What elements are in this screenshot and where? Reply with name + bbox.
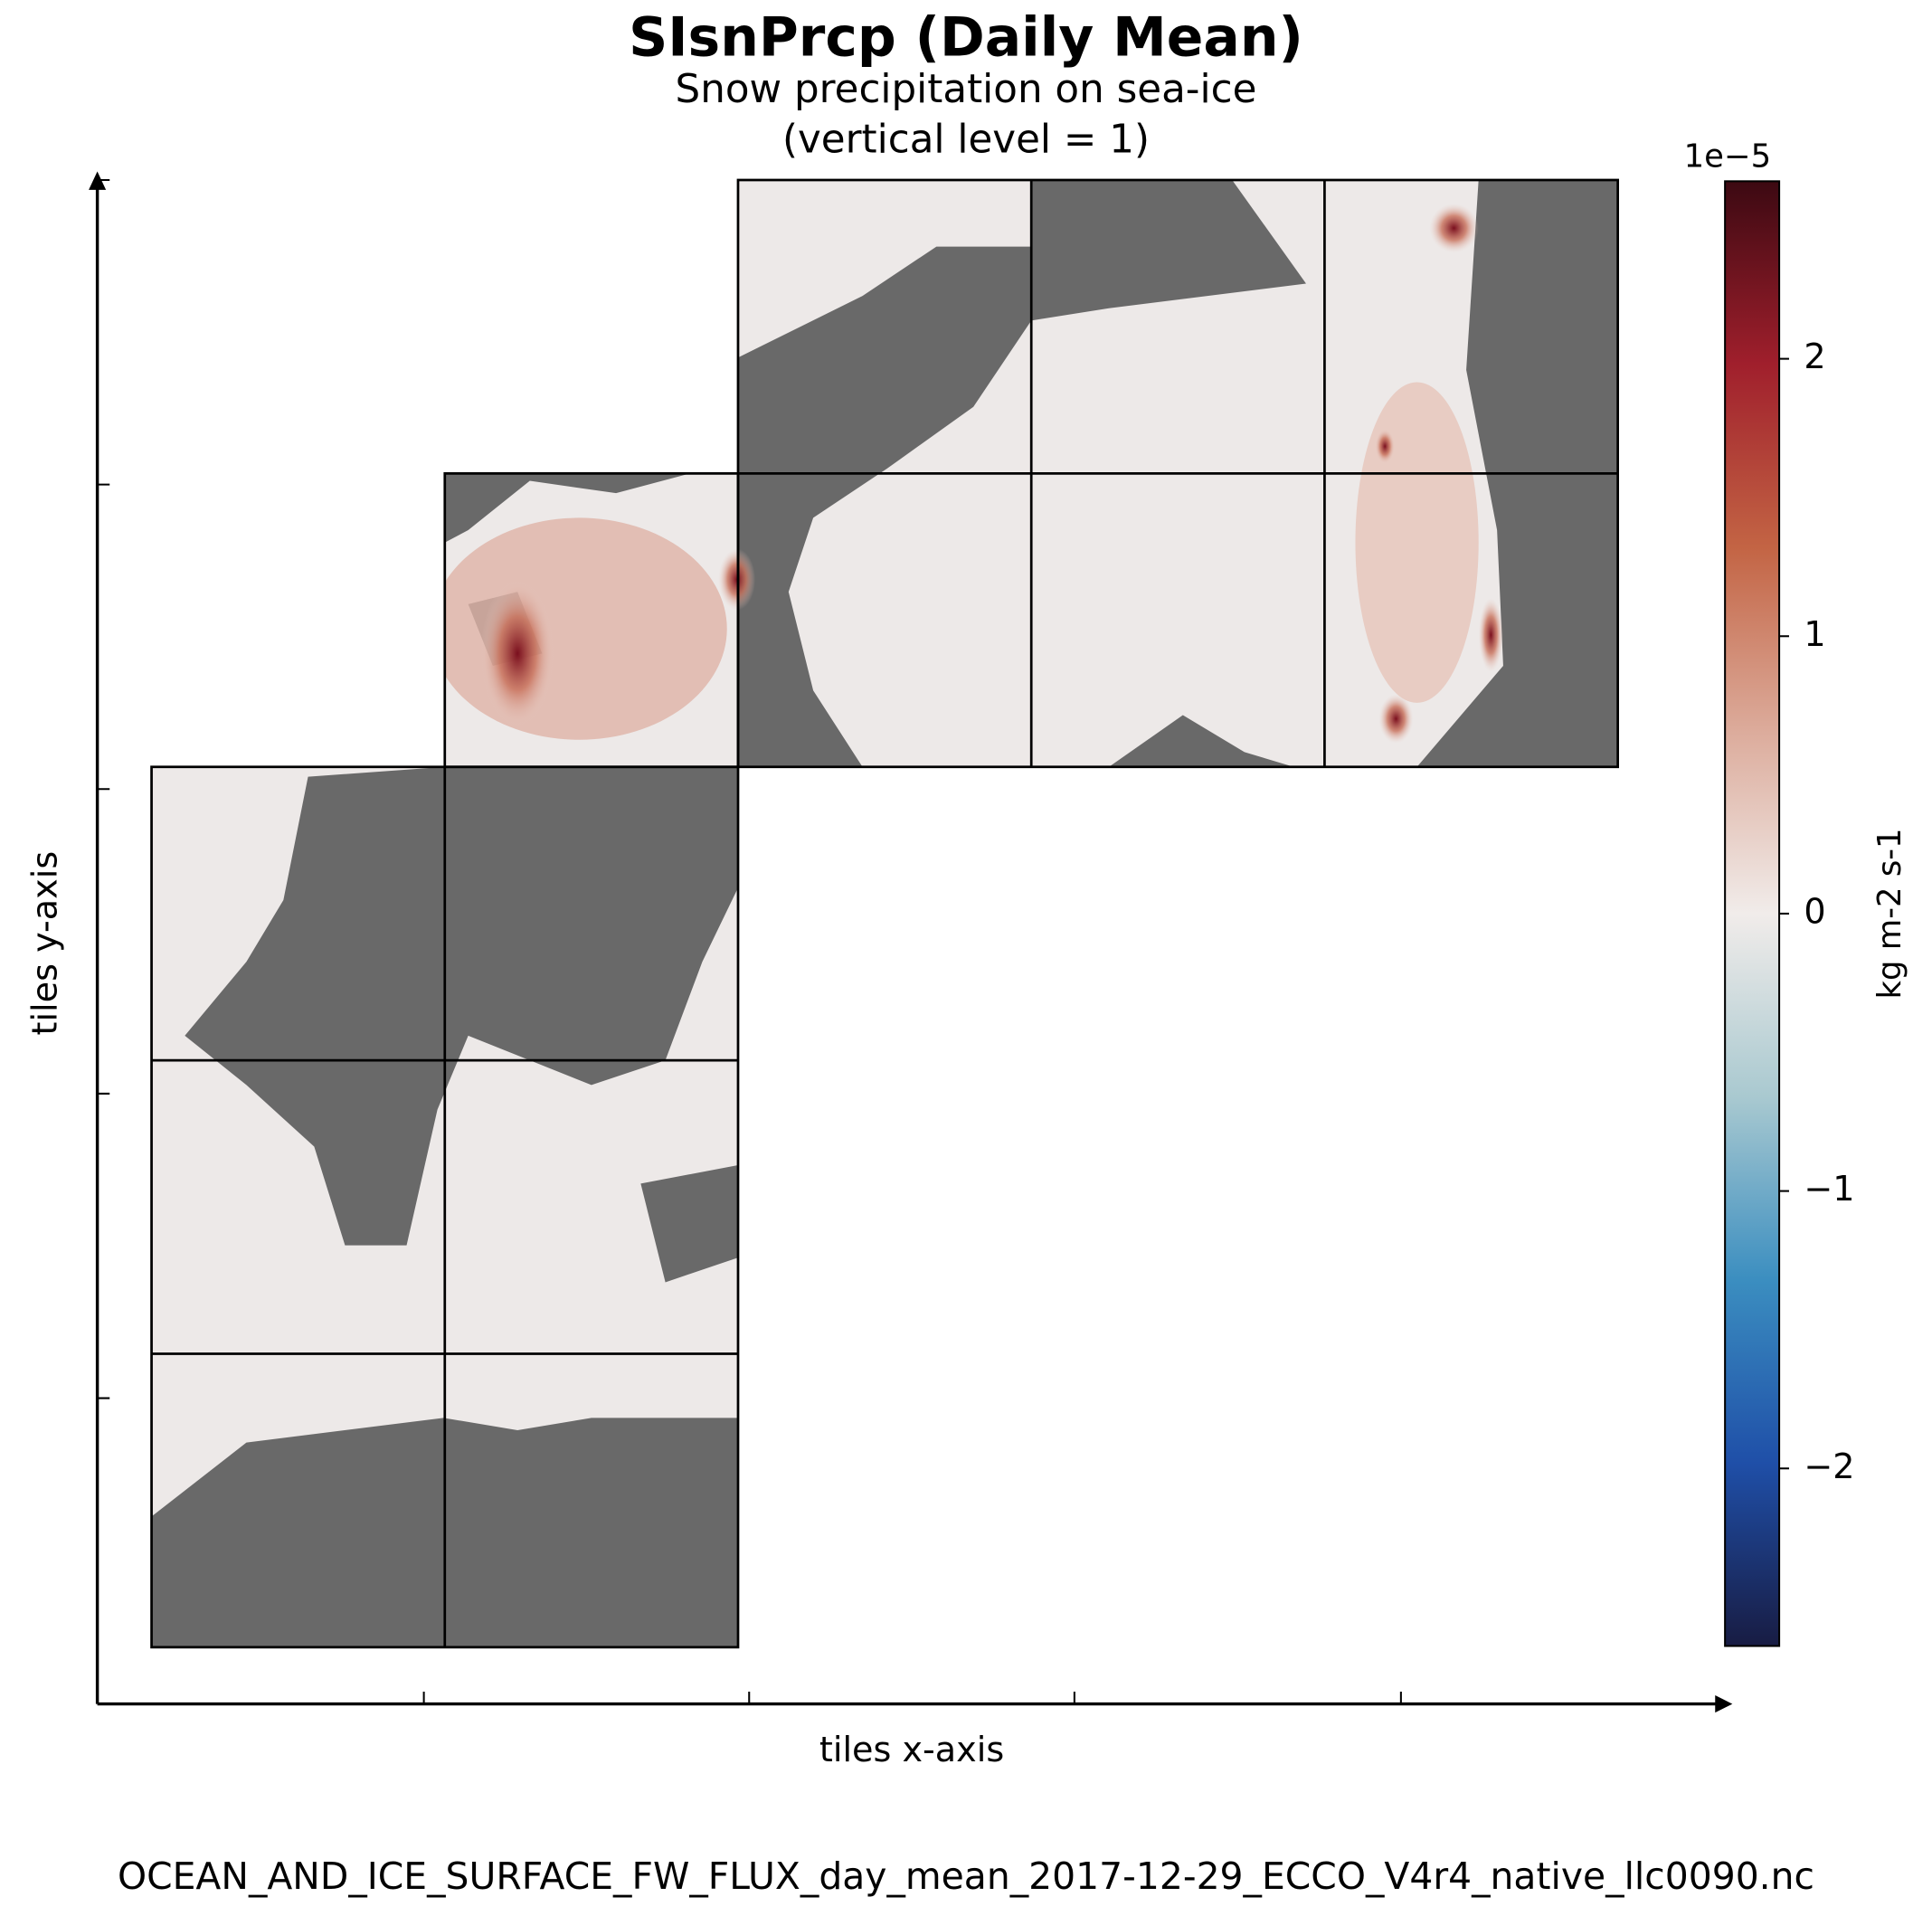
footer: OCEAN_AND_ICE_SURFACE_FW_FLUX_day_mean_2… xyxy=(118,1854,1814,1898)
tiles xyxy=(151,179,1618,1647)
chart-title: SIsnPrcp (Daily Mean) xyxy=(629,6,1303,70)
colorbar-tick-label: −1 xyxy=(1804,1169,1854,1209)
x-axis-label: tiles x-axis xyxy=(819,1730,1004,1769)
colorbar-tick-label: 2 xyxy=(1804,337,1825,376)
colorbar-tick-label: 1 xyxy=(1804,614,1825,654)
axes xyxy=(89,171,1733,1713)
tile-borders xyxy=(150,178,1619,1649)
colorbar-tick-label: 0 xyxy=(1804,891,1825,931)
colorbar-tick-label: −2 xyxy=(1804,1446,1854,1486)
colorbar xyxy=(1724,180,1781,1647)
chart-subtitle: Snow precipitation on sea-ice xyxy=(676,67,1257,112)
level-label: (vertical level = 1) xyxy=(782,118,1150,163)
y-axis-label: tiles y-axis xyxy=(24,851,64,1036)
colorbar-label: kg m-2 s-1 xyxy=(1871,828,1908,999)
colorbar-scale: 1e−5 xyxy=(1684,138,1771,175)
